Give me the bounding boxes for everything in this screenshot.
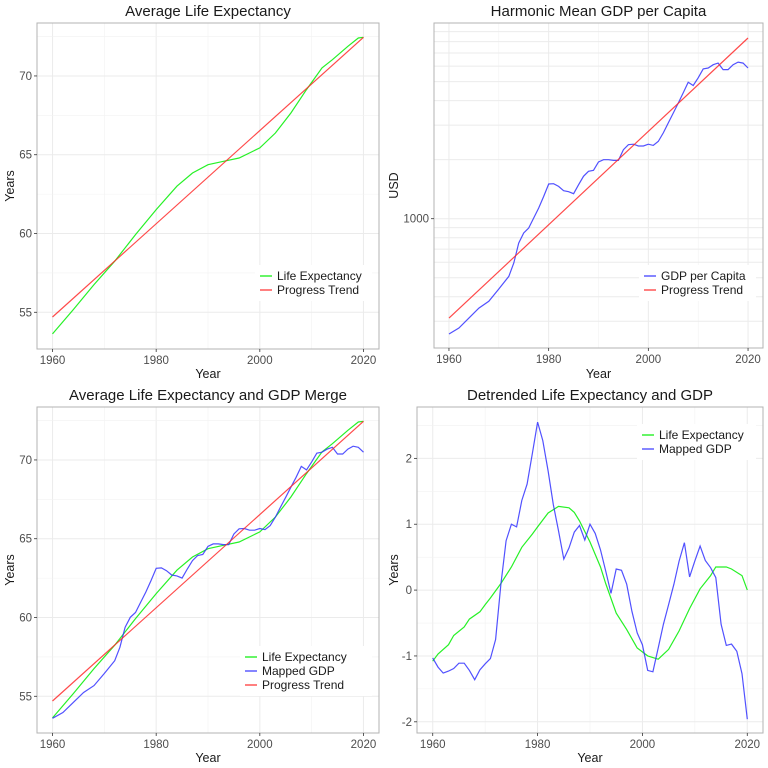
x-tick-label: 2020 xyxy=(735,354,761,366)
chart-svg-4: 1960 1980 2000 2020 -2 -1 0 1 2 Detrended Life Ex… xyxy=(387,387,764,765)
legend-label: Progress Trend xyxy=(277,283,359,297)
plot-border xyxy=(433,22,764,349)
series-line-life-expectancy xyxy=(52,36,364,335)
y-tick-label: 55 xyxy=(19,307,32,319)
legend-label: Mapped GDP xyxy=(262,664,335,678)
x-tick-label: 1980 xyxy=(536,354,562,366)
grid-lines xyxy=(37,23,379,349)
y-axis-title: Years xyxy=(3,170,17,202)
y-tick-label: 1 xyxy=(406,519,412,531)
panel-merge: 1960 1980 2000 2020 55 60 65 70 Average Life Exp… xyxy=(0,384,384,768)
plot-border xyxy=(36,22,380,350)
series-line-progress-trend xyxy=(448,37,749,319)
x-tick-label: 1960 xyxy=(40,355,66,367)
legend-background xyxy=(240,646,372,696)
panel-detrended: 1960 1980 2000 2020 -2 -1 0 1 2 Detrended Life Ex… xyxy=(384,384,768,768)
legend-label: Life Expectancy xyxy=(659,428,744,442)
x-axis-title: Year xyxy=(586,367,611,381)
legend-background xyxy=(637,424,756,460)
x-tick-label: 2020 xyxy=(351,355,377,367)
y-axis-title: USD xyxy=(387,172,401,198)
x-tick-label: 1980 xyxy=(143,739,169,751)
legend-label: Mapped GDP xyxy=(659,442,732,456)
x-tick-label: 2000 xyxy=(630,739,656,751)
y-tick-label: 0 xyxy=(406,585,412,597)
chart-svg-1: 1960 1980 2000 2020 55 60 65 70 Average Life Exp… xyxy=(3,3,380,381)
y-axis-title: Years xyxy=(387,554,401,586)
plot-border xyxy=(36,406,380,734)
y-tick-label: 70 xyxy=(19,455,32,467)
y-tick-label: 65 xyxy=(19,534,32,546)
series-line-mapped-gdp xyxy=(432,421,748,720)
legend-label: Progress Trend xyxy=(262,678,344,692)
y-tick-label: 60 xyxy=(19,613,32,625)
y-tick-label: 70 xyxy=(19,71,32,83)
x-tick-label: 1980 xyxy=(525,739,551,751)
y-tick-label: 55 xyxy=(19,691,32,703)
y-tick-label: -2 xyxy=(402,717,412,729)
x-tick-label: 2020 xyxy=(351,739,377,751)
legend-label: Life Expectancy xyxy=(277,269,362,283)
legend-background xyxy=(255,265,372,301)
chart-title: Detrended Life Expectancy and GDP xyxy=(467,387,713,404)
legend-label: GDP per Capita xyxy=(661,269,746,283)
legend-label: Progress Trend xyxy=(661,283,743,297)
panel-life-expectancy: 1960 1980 2000 2020 55 60 65 70 Average Life Exp… xyxy=(0,0,384,384)
x-tick-label: 1960 xyxy=(436,354,462,366)
y-tick-label: 2 xyxy=(406,453,412,465)
series-line-mapped-gdp xyxy=(52,445,364,719)
x-axis-title: Year xyxy=(195,751,220,765)
x-tick-label: 2000 xyxy=(247,355,273,367)
legend-background xyxy=(639,265,756,301)
series-line-progress-trend xyxy=(52,36,364,318)
legend-label: Life Expectancy xyxy=(262,650,347,664)
plot-border xyxy=(416,406,764,734)
series-line-progress-trend xyxy=(52,420,364,702)
y-tick-label: 1000 xyxy=(403,214,429,226)
x-tick-label: 2020 xyxy=(734,739,760,751)
y-axis-title: Years xyxy=(3,554,17,586)
panel-gdp: 1960 1980 2000 2020 1000 Harmonic Mean GDP pe… xyxy=(384,0,768,384)
chart-title: Average Life Expectancy xyxy=(125,3,291,20)
y-tick-label: -1 xyxy=(402,651,412,663)
x-tick-label: 1980 xyxy=(143,355,169,367)
x-axis-title: Year xyxy=(577,751,602,765)
grid-lines xyxy=(417,407,763,733)
y-tick-label: 65 xyxy=(19,150,32,162)
chart-title: Average Life Expectancy and GDP Merge xyxy=(69,387,347,404)
series-line-gdp-per-capita xyxy=(448,61,749,335)
x-axis-title: Year xyxy=(195,367,220,381)
series-line-life-expectancy xyxy=(432,505,748,662)
chart-title: Harmonic Mean GDP per Capita xyxy=(491,3,707,20)
chart-svg-3: 1960 1980 2000 2020 55 60 65 70 Average Life Exp… xyxy=(3,387,380,765)
x-tick-label: 1960 xyxy=(420,739,446,751)
y-tick-label: 60 xyxy=(19,229,32,241)
x-tick-label: 2000 xyxy=(247,739,273,751)
chart-svg-2: 1960 1980 2000 2020 1000 Harmonic Mean GDP pe… xyxy=(387,3,764,381)
x-tick-label: 1960 xyxy=(40,739,66,751)
series-line-life-expectancy xyxy=(52,420,364,719)
x-tick-label: 2000 xyxy=(636,354,662,366)
